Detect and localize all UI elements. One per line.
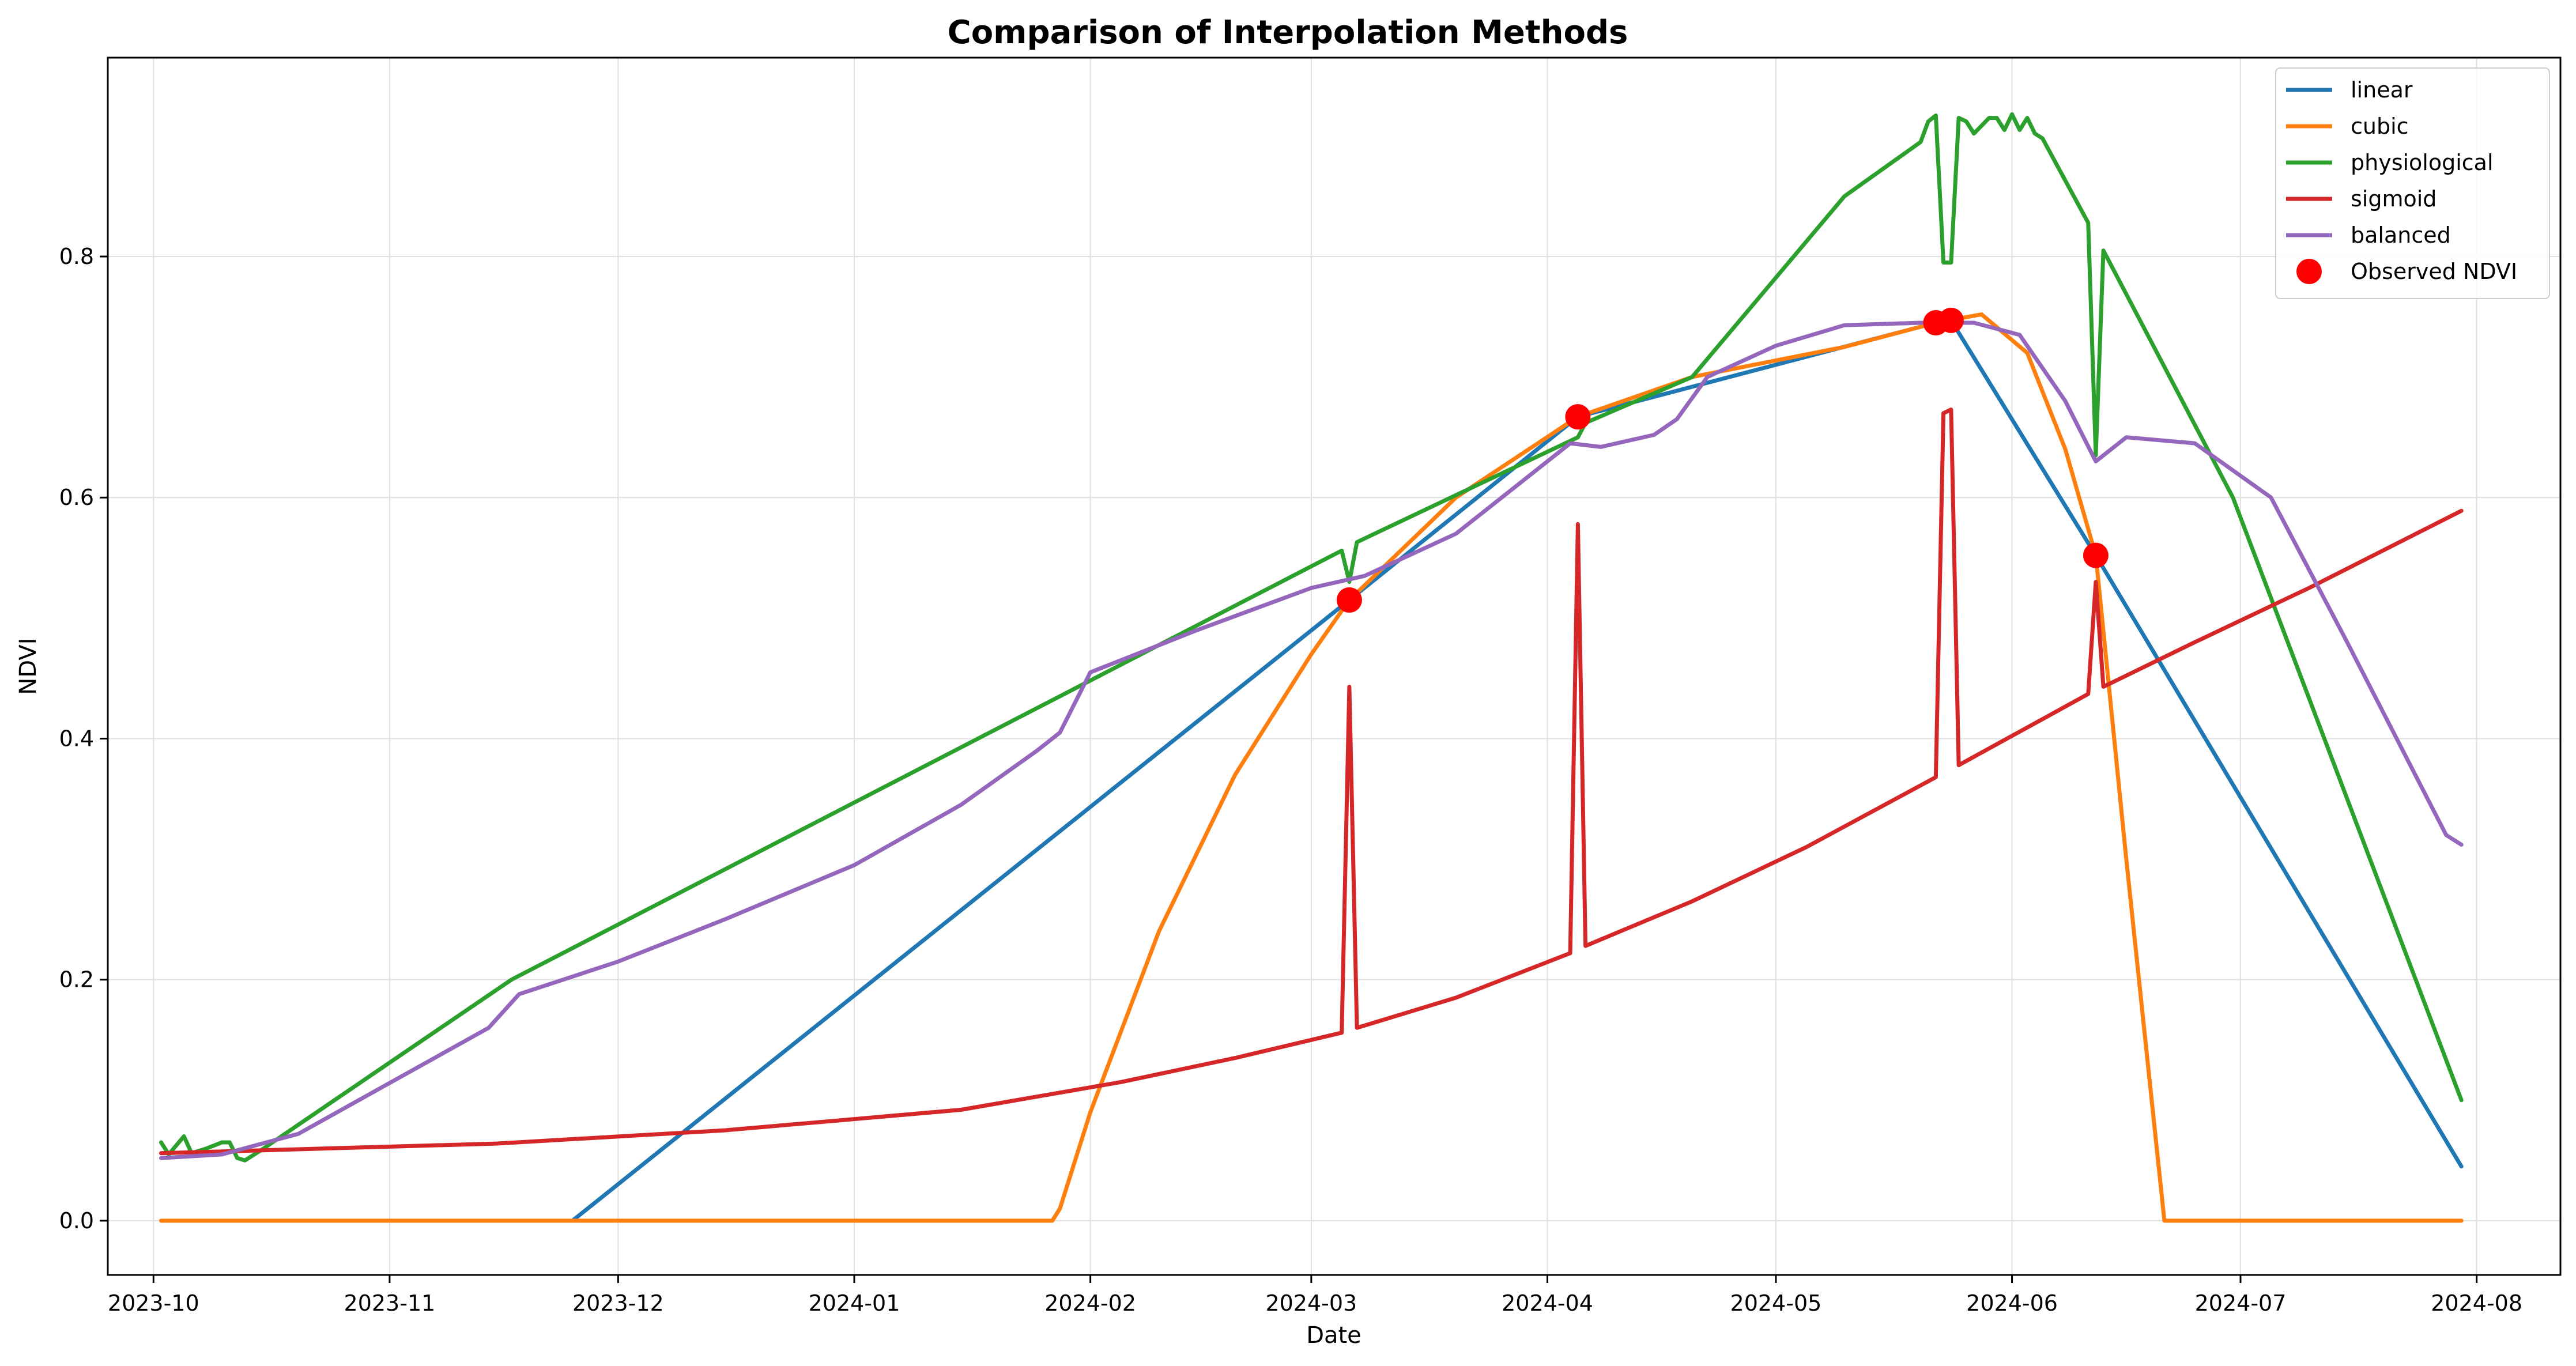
- x-tick-label: 2024-07: [2195, 1290, 2287, 1316]
- x-tick-label: 2024-01: [809, 1290, 900, 1316]
- observed-point: [2083, 542, 2109, 568]
- y-tick-label: 0.4: [59, 726, 94, 751]
- x-tick-label: 2024-05: [1730, 1290, 1822, 1316]
- observed-point: [1336, 587, 1362, 613]
- x-tick-label: 2024-03: [1265, 1290, 1357, 1316]
- legend-label-physiological: physiological: [2351, 150, 2494, 175]
- x-tick-label: 2023-11: [344, 1290, 436, 1316]
- observed-point: [1938, 307, 1964, 333]
- legend-label-cubic: cubic: [2351, 114, 2409, 139]
- legend-label-linear: linear: [2351, 77, 2413, 103]
- legend-swatch-observed: [2296, 259, 2322, 284]
- y-tick-label: 0.6: [59, 485, 94, 510]
- legend-label-sigmoid: sigmoid: [2351, 186, 2437, 212]
- x-axis-label: Date: [1306, 1322, 1361, 1349]
- y-tick-label: 0.2: [59, 967, 94, 993]
- y-tick-label: 0.8: [59, 244, 94, 269]
- series-line-physiological: [159, 112, 2464, 1163]
- legend-box: [2275, 67, 2550, 299]
- observed-point: [1565, 404, 1591, 430]
- x-axis: 2023-10 2023-11 2023-12 2024-01 2024-02 2024-…: [108, 1275, 2522, 1316]
- x-tick-label: 2023-10: [108, 1290, 199, 1316]
- y-axis: 0.0 0.2 0.4 0.6 0.8: [59, 244, 108, 1233]
- series-line-sigmoid: [159, 407, 2464, 1156]
- y-tick-label: 0.0: [59, 1208, 94, 1233]
- legend-label-balanced: balanced: [2351, 222, 2451, 248]
- series-line-cubic: [159, 312, 2464, 1223]
- chart-title: Comparison of Interpolation Methods: [948, 14, 1628, 51]
- legend-label-observed: Observed NDVI: [2351, 259, 2517, 284]
- x-tick-label: 2024-08: [2431, 1290, 2522, 1316]
- x-tick-label: 2024-06: [1966, 1290, 2058, 1316]
- plot-area-frame: [107, 56, 2562, 1276]
- x-tick-label: 2024-04: [1502, 1290, 1593, 1316]
- x-tick-label: 2023-12: [572, 1290, 664, 1316]
- y-axis-label: NDVI: [15, 637, 42, 695]
- x-tick-label: 2024-02: [1044, 1290, 1136, 1316]
- grid: [108, 58, 2560, 1275]
- legend: linear cubic physiological sigmoid balanced O…: [2275, 67, 2550, 299]
- observed-markers: [1336, 307, 2109, 613]
- series-line-balanced: [159, 320, 2464, 1160]
